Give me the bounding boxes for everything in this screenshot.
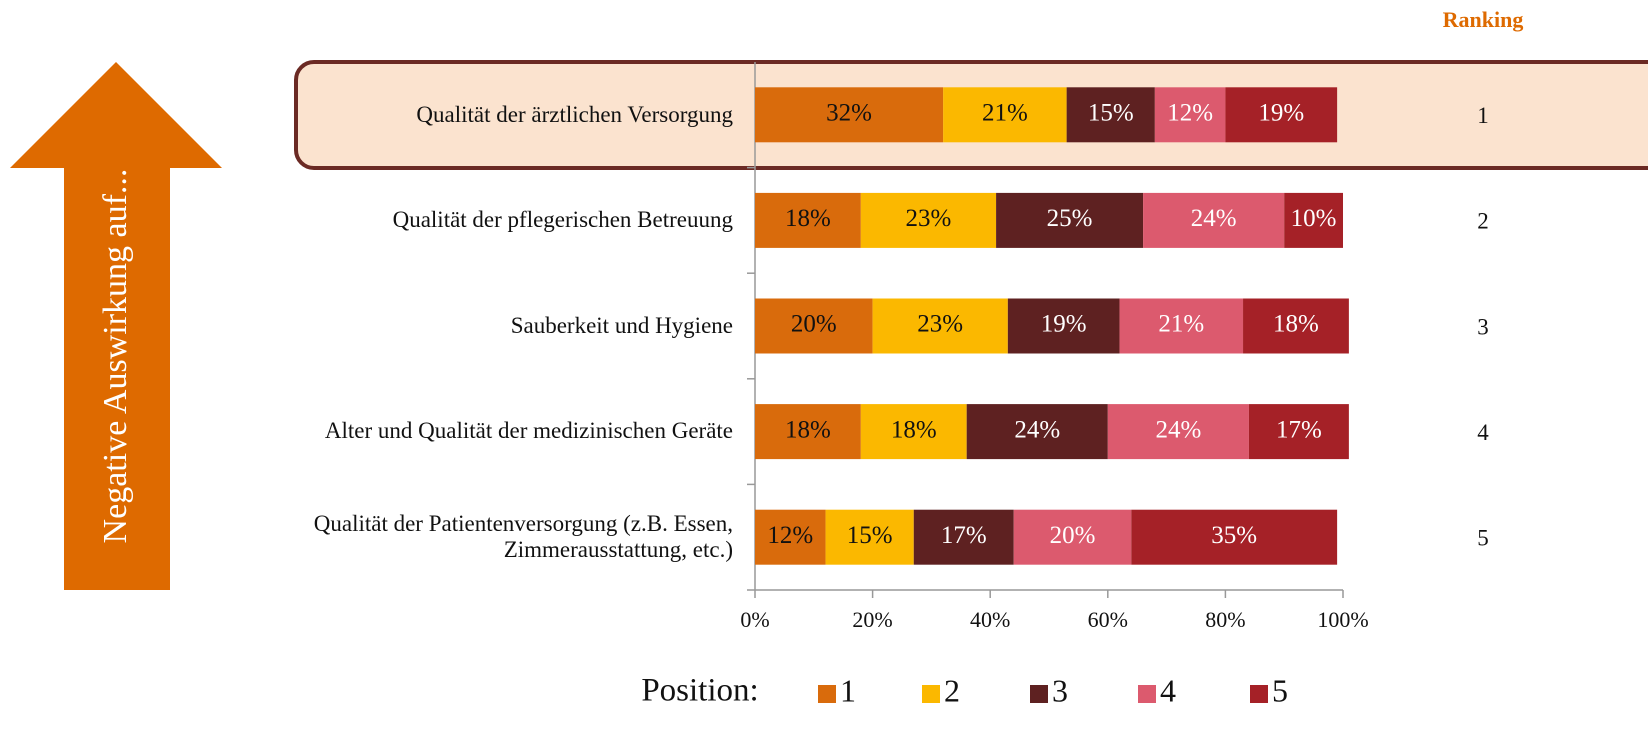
bar-segment bbox=[1066, 87, 1155, 143]
x-tick-label: 100% bbox=[1317, 607, 1368, 632]
x-tick-label: 80% bbox=[1205, 607, 1245, 632]
rank: 5 bbox=[1477, 525, 1489, 550]
value-label: 12% bbox=[767, 522, 813, 549]
value-label: 17% bbox=[1276, 416, 1322, 443]
value-label: 18% bbox=[785, 416, 831, 443]
bar-segment bbox=[755, 87, 944, 143]
value-label: 10% bbox=[1291, 205, 1337, 232]
bar-segment bbox=[872, 298, 1008, 354]
value-label: 23% bbox=[917, 311, 963, 338]
value-label: 17% bbox=[941, 522, 987, 549]
bar-segment bbox=[755, 298, 873, 354]
category-label: Qualität der Patientenversorgung (z.B. E… bbox=[313, 510, 733, 563]
value-label: 19% bbox=[1258, 100, 1304, 127]
bar-segment bbox=[1013, 509, 1132, 565]
value-label: 24% bbox=[1155, 416, 1201, 443]
legend-label: 2 bbox=[944, 672, 960, 708]
value-label: 23% bbox=[906, 205, 952, 232]
bar-segment bbox=[1119, 298, 1244, 354]
bar-segment bbox=[755, 509, 826, 565]
bar-segment bbox=[996, 192, 1144, 248]
value-label: 21% bbox=[982, 100, 1028, 127]
x-tick-label: 40% bbox=[970, 607, 1010, 632]
bar-segment bbox=[1284, 192, 1343, 248]
bar-segment bbox=[860, 404, 967, 460]
category-label: Alter und Qualität der medizinischen Ger… bbox=[324, 418, 733, 444]
bar-segment bbox=[1131, 509, 1338, 565]
bar-segment bbox=[755, 404, 861, 460]
legend-swatch bbox=[818, 685, 836, 703]
bar-segment bbox=[1143, 192, 1285, 248]
legend-label: 5 bbox=[1272, 672, 1288, 708]
legend-swatch bbox=[1250, 685, 1268, 703]
bar-segment bbox=[966, 404, 1108, 460]
value-label: 24% bbox=[1191, 205, 1237, 232]
rank: 1 bbox=[1477, 103, 1489, 128]
bar-segment bbox=[1107, 404, 1249, 460]
ranking-title: Ranking bbox=[1443, 7, 1524, 32]
bar-segment bbox=[913, 509, 1014, 565]
legend-label: 4 bbox=[1160, 672, 1176, 708]
bar-segment bbox=[1243, 298, 1349, 354]
rank: 4 bbox=[1477, 420, 1489, 445]
bar-segment bbox=[825, 509, 914, 565]
legend-label: 1 bbox=[840, 672, 856, 708]
category-label: Qualität der ärztlichen Versorgung bbox=[416, 101, 733, 127]
x-tick-label: 20% bbox=[852, 607, 892, 632]
arrow-label: Negative Auswirkung auf... bbox=[97, 168, 135, 544]
value-label: 18% bbox=[891, 416, 937, 443]
value-label: 21% bbox=[1158, 311, 1204, 338]
legend-swatch bbox=[922, 685, 940, 703]
category-label: Qualität der pflegerischen Betreuung bbox=[392, 207, 733, 233]
value-label: 35% bbox=[1211, 522, 1257, 549]
bar-segment bbox=[1225, 87, 1338, 143]
x-tick-label: 0% bbox=[740, 607, 769, 632]
value-label: 18% bbox=[785, 205, 831, 232]
legend-title: Position: bbox=[641, 673, 758, 709]
bar-segment bbox=[860, 192, 997, 248]
category-label: Sauberkeit und Hygiene bbox=[510, 312, 733, 338]
bar-segment bbox=[1007, 298, 1120, 354]
value-label: 15% bbox=[847, 522, 893, 549]
legend-label: 3 bbox=[1052, 672, 1068, 708]
legend-swatch bbox=[1030, 685, 1048, 703]
value-label: 24% bbox=[1014, 416, 1060, 443]
rank: 2 bbox=[1477, 209, 1489, 234]
legend-swatch bbox=[1138, 685, 1156, 703]
value-label: 32% bbox=[826, 100, 872, 127]
value-label: 12% bbox=[1167, 100, 1213, 127]
x-tick-label: 60% bbox=[1088, 607, 1128, 632]
value-label: 25% bbox=[1047, 205, 1093, 232]
rank: 3 bbox=[1477, 314, 1489, 339]
value-label: 20% bbox=[1050, 522, 1096, 549]
bar-segment bbox=[1154, 87, 1226, 143]
value-label: 20% bbox=[791, 311, 837, 338]
value-label: 19% bbox=[1041, 311, 1087, 338]
arrow bbox=[10, 62, 222, 590]
bar-segment bbox=[1248, 404, 1349, 460]
bar-segment bbox=[943, 87, 1067, 143]
value-label: 15% bbox=[1088, 100, 1134, 127]
bar-segment bbox=[755, 192, 861, 248]
value-label: 18% bbox=[1273, 311, 1319, 338]
